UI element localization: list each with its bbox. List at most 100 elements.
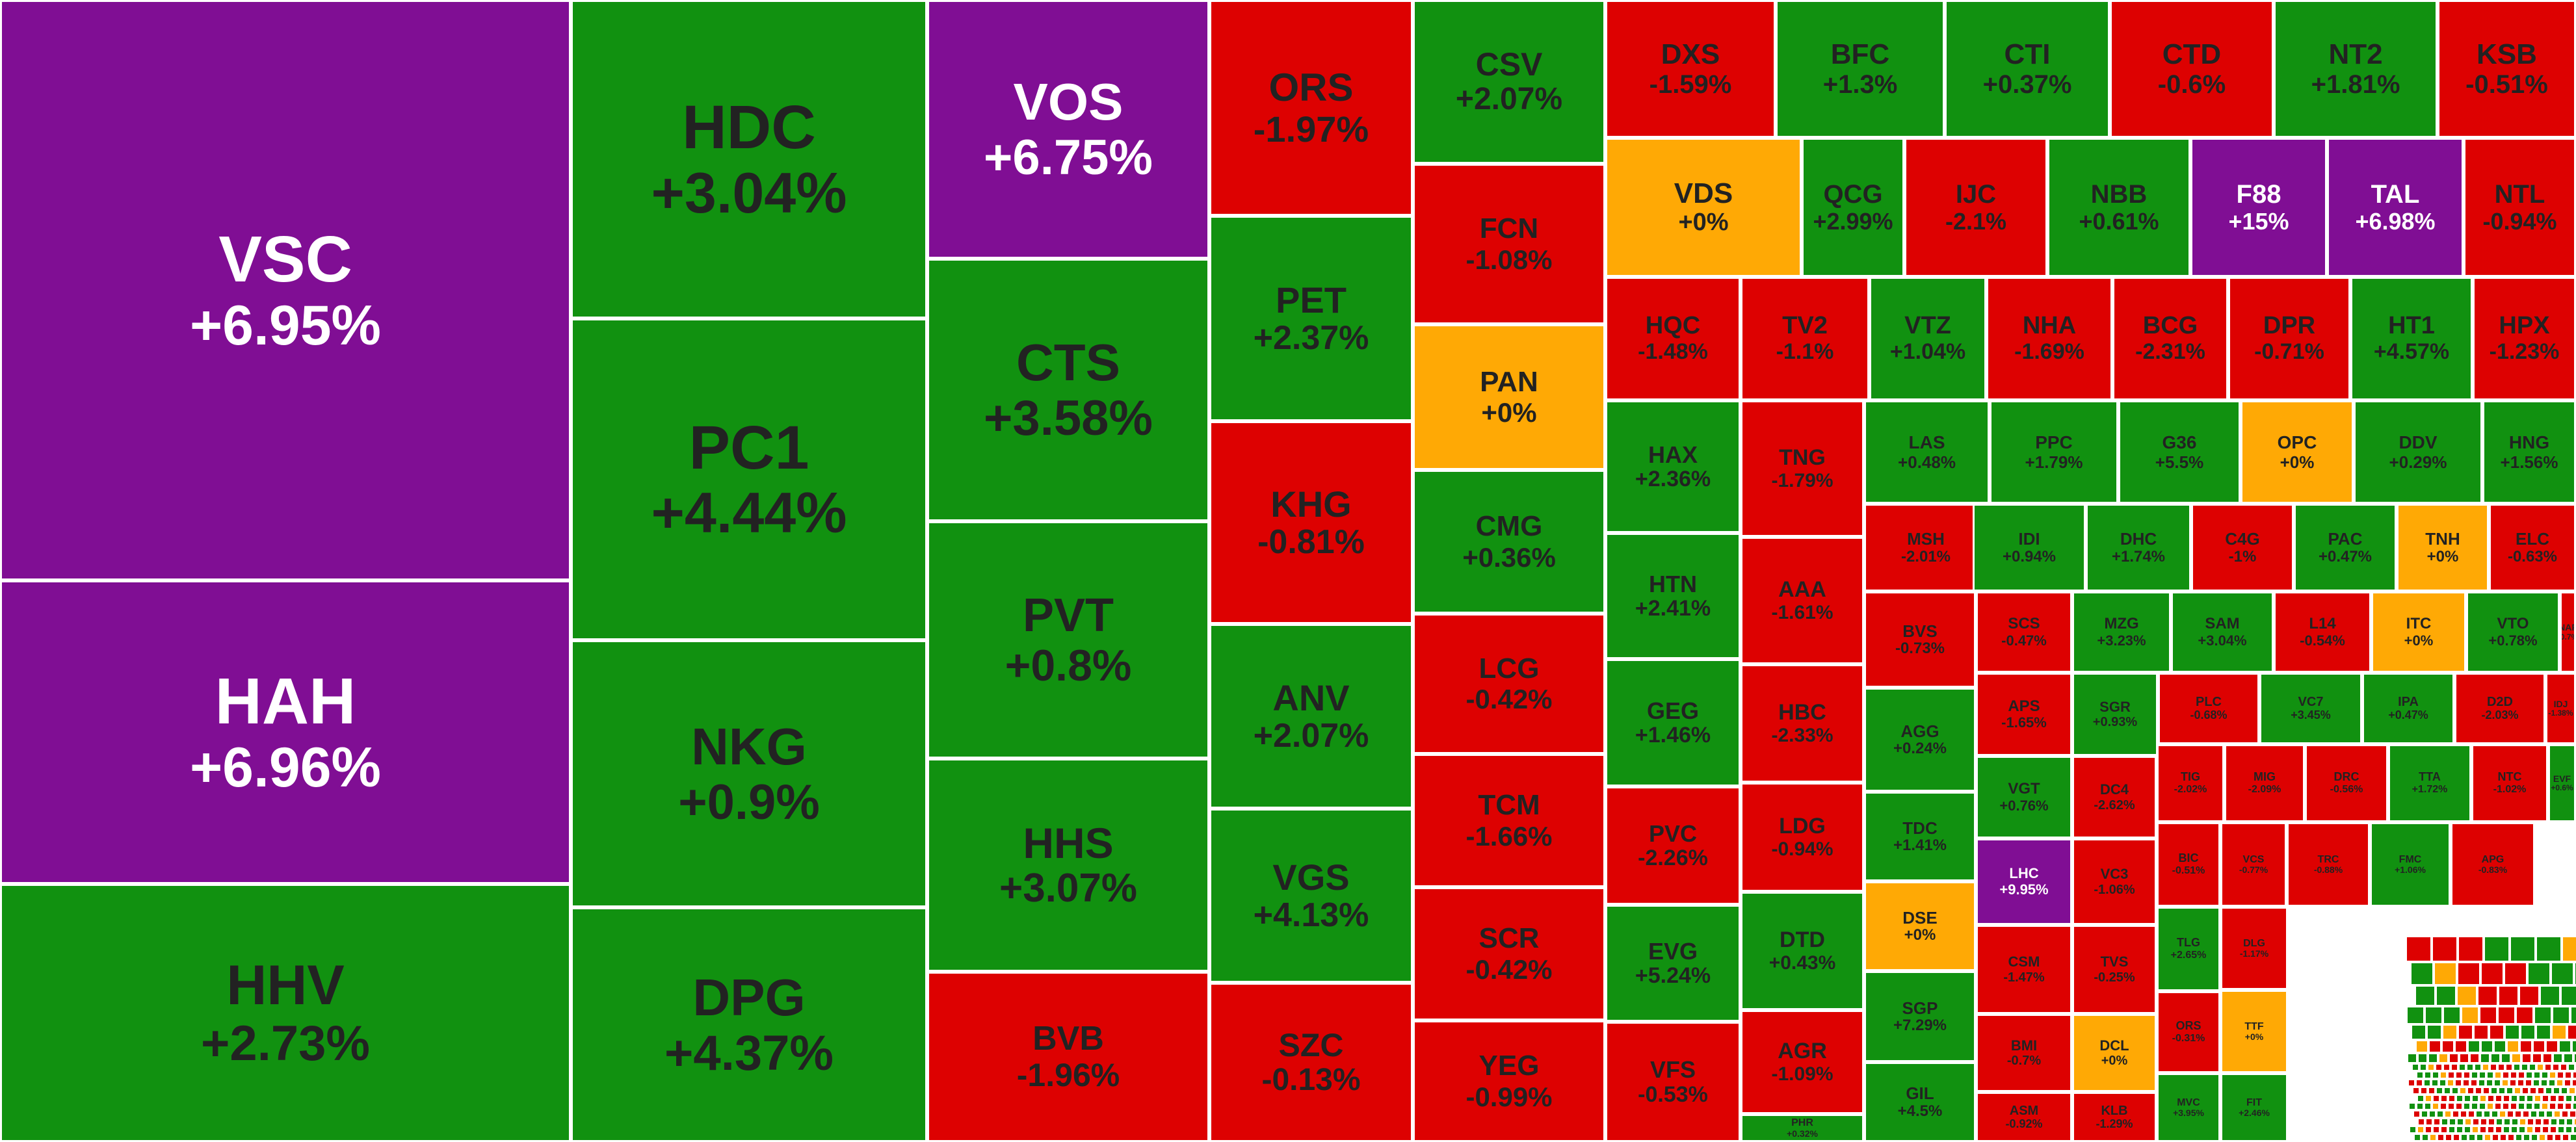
tile-ipa[interactable]: IPA +0.47% [2362,673,2454,744]
mini-tile[interactable] [2442,1024,2458,1040]
mini-tile[interactable] [2463,1071,2471,1079]
mini-tile[interactable] [2487,1126,2495,1134]
mini-tile[interactable] [2471,1102,2478,1110]
mini-tile[interactable] [2523,1134,2530,1141]
mini-tile[interactable] [2468,1134,2476,1141]
mini-tile[interactable] [2447,1071,2455,1079]
mini-tile[interactable] [2432,1095,2440,1102]
mini-tile[interactable] [2530,1110,2538,1118]
mini-tile[interactable] [2527,962,2551,985]
mini-tile[interactable] [2433,1118,2441,1126]
mini-tile[interactable] [2529,1063,2536,1071]
mini-tile[interactable] [2464,1118,2472,1126]
tile-ksb[interactable]: KSB -0.51% [2438,0,2576,138]
mini-tile[interactable] [2532,1079,2540,1087]
tile-vfs[interactable]: VFS -0.53% [1605,1022,1741,1142]
mini-tile[interactable] [2456,985,2477,1006]
mini-tile[interactable] [2480,1053,2490,1063]
mini-tile[interactable] [2478,1071,2486,1079]
mini-tile[interactable] [2518,1126,2526,1134]
tile-nkg[interactable]: NKG +0.9% [571,640,927,907]
mini-tile[interactable] [2517,1102,2525,1110]
mini-tile[interactable] [2536,1063,2544,1071]
mini-tile[interactable] [2449,1053,2459,1063]
mini-tile[interactable] [2551,1024,2567,1040]
mini-tile[interactable] [2467,1110,2475,1118]
mini-tile[interactable] [2429,1134,2437,1141]
tile-klb[interactable]: KLB -1.29% [2072,1092,2157,1142]
tile-anv[interactable]: ANV +2.07% [1209,624,1413,809]
mini-tile[interactable] [2460,1110,2467,1118]
mini-tile[interactable] [2456,1118,2464,1126]
mini-tile[interactable] [2425,1118,2433,1126]
mini-tile[interactable] [2415,985,2436,1006]
tile-ttf[interactable]: TTF +0% [2220,990,2288,1073]
tile-vto[interactable]: VTO +0.78% [2466,591,2560,673]
tile-apg[interactable]: APG -0.83% [2451,822,2535,907]
tile-dse[interactable]: DSE +0% [1864,881,1976,971]
tile-ctd[interactable]: CTD -0.6% [2110,0,2274,138]
mini-tile[interactable] [2408,1079,2415,1087]
mini-tile[interactable] [2537,1087,2545,1095]
tile-sgp[interactable]: SGP +7.29% [1864,971,1976,1062]
tile-pc1[interactable]: PC1 +4.44% [571,318,927,640]
mini-tile[interactable] [2501,1079,2509,1087]
tile-bfc[interactable]: BFC +1.3% [1776,0,1945,138]
mini-tile[interactable] [2520,1024,2536,1040]
mini-tile[interactable] [2489,1024,2504,1040]
mini-tile[interactable] [2415,1079,2423,1087]
mini-tile[interactable] [2488,1118,2495,1126]
mini-tile[interactable] [2443,1063,2451,1071]
mini-tile[interactable] [2549,1126,2557,1134]
mini-tile[interactable] [2509,1079,2517,1087]
mini-tile[interactable] [2513,1063,2521,1071]
mini-tile[interactable] [2557,1095,2565,1102]
tile-hng[interactable]: HNG +1.56% [2482,400,2576,504]
tile-dhc[interactable]: DHC +1.74% [2086,504,2191,591]
tile-vc7[interactable]: VC7 +3.45% [2259,673,2362,744]
mini-tile[interactable] [2518,1095,2526,1102]
tile-geg[interactable]: GEG +1.46% [1605,659,1741,786]
mini-tile[interactable] [2573,1118,2576,1126]
tile-ors[interactable]: ORS -0.31% [2157,991,2220,1073]
mini-tile[interactable] [2455,1102,2463,1110]
mini-tile[interactable] [2409,1126,2417,1134]
mini-tile[interactable] [2571,1040,2576,1053]
mini-tile[interactable] [2475,1087,2482,1095]
mini-tile[interactable] [2454,1040,2467,1053]
mini-tile[interactable] [2552,1006,2570,1024]
mini-tile[interactable] [2486,1079,2493,1087]
mini-tile[interactable] [2440,1126,2448,1134]
mini-tile[interactable] [2514,1087,2521,1095]
tile-htn[interactable]: HTN +2.41% [1605,533,1741,659]
mini-tile[interactable] [2554,1134,2562,1141]
mini-tile[interactable] [2503,1095,2510,1102]
mini-tile[interactable] [2521,1053,2532,1063]
mini-tile[interactable] [2452,1110,2460,1118]
mini-tile[interactable] [2565,1126,2573,1134]
tile-ntc[interactable]: NTC -1.02% [2471,744,2548,822]
mini-tile[interactable] [2504,962,2527,985]
tile-scs[interactable]: SCS -0.47% [1976,591,2072,673]
mini-tile[interactable] [2565,1095,2573,1102]
mini-tile[interactable] [2479,1006,2497,1024]
mini-tile[interactable] [2471,1126,2479,1134]
tile-trc[interactable]: TRC -0.88% [2287,822,2370,907]
mini-tile[interactable] [2478,1079,2486,1087]
mini-tile[interactable] [2568,1087,2576,1095]
mini-tile[interactable] [2558,1040,2571,1053]
mini-tile[interactable] [2416,1102,2424,1110]
mini-tile[interactable] [2538,1110,2545,1118]
tile-mzg[interactable]: MZG +3.23% [2072,591,2171,673]
mini-tile[interactable] [2425,1006,2443,1024]
mini-tile[interactable] [2507,1134,2515,1141]
tile-vgs[interactable]: VGS +4.13% [1209,809,1413,983]
tile-aps[interactable]: APS -1.65% [1976,673,2072,756]
tile-hpx[interactable]: HPX -1.23% [2473,277,2576,400]
mini-tile[interactable] [2447,1079,2454,1087]
mini-tile[interactable] [2479,1126,2487,1134]
mini-tile[interactable] [2497,1006,2516,1024]
mini-tile[interactable] [2558,1118,2566,1126]
mini-tile[interactable] [2561,1110,2569,1118]
tile-dcl[interactable]: DCL +0% [2072,1014,2157,1092]
